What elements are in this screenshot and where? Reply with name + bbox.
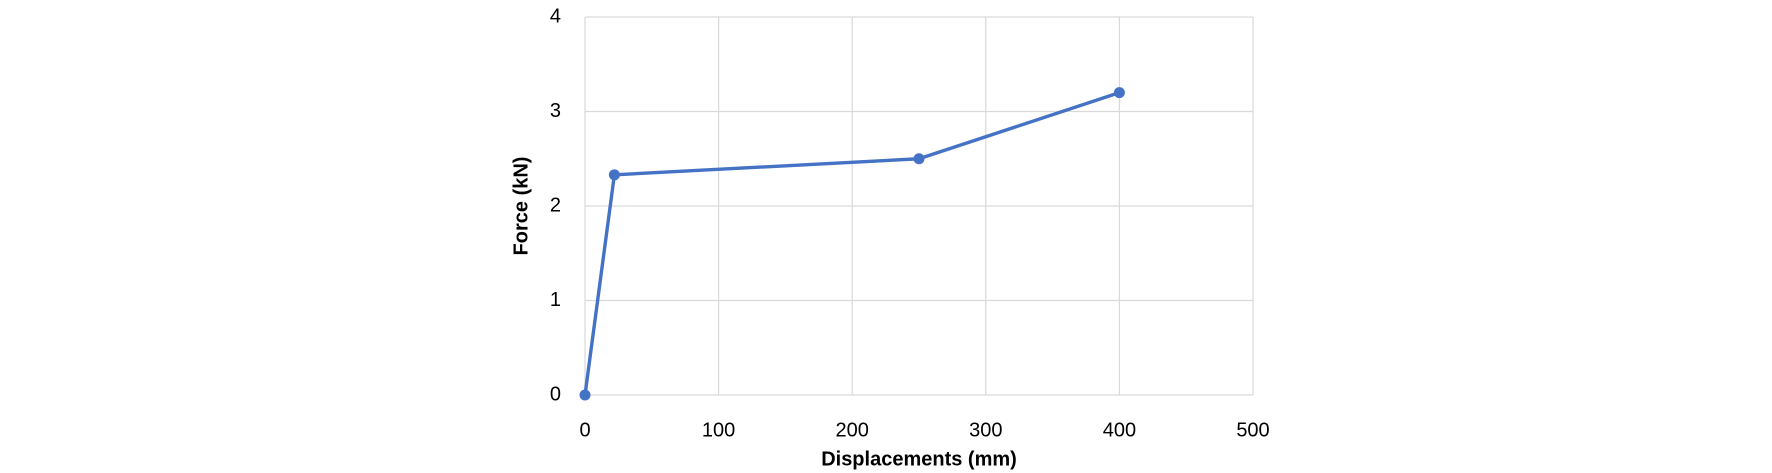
y-tick-label: 1 (550, 289, 561, 311)
x-axis-title: Displacements (mm) (821, 448, 1017, 470)
x-tick-label: 300 (969, 419, 1002, 441)
x-tick-label: 0 (579, 419, 590, 441)
data-point (579, 389, 591, 401)
data-point (913, 153, 925, 165)
y-tick-label: 0 (550, 383, 561, 405)
data-point (1113, 87, 1125, 99)
data-line (583, 90, 1120, 396)
y-axis-title: Force (kN) (510, 157, 532, 256)
x-tick-label: 400 (1103, 419, 1136, 441)
x-tick-label: 200 (836, 419, 869, 441)
y-tick-label: 3 (550, 100, 561, 122)
y-tick-label: 4 (550, 5, 561, 27)
y-tick-label: 2 (550, 194, 561, 216)
x-tick-label: 500 (1236, 419, 1269, 441)
data-point (608, 169, 620, 181)
x-tick-label: 100 (702, 419, 735, 441)
